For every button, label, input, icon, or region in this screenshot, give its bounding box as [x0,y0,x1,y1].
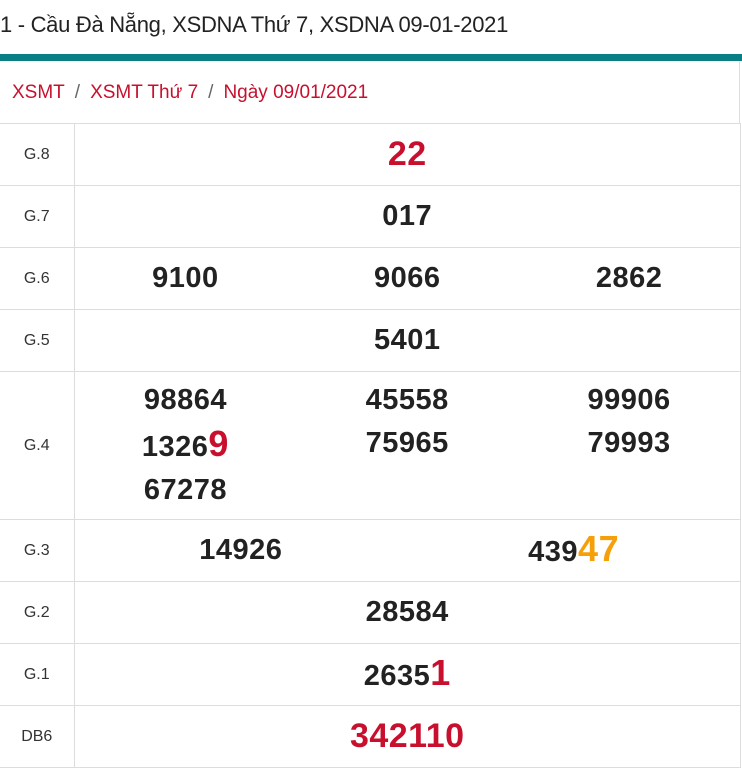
accent-bar [0,54,742,61]
number-highlight-digits: 47 [578,528,620,569]
prize-column: 98864 13269 67278 [75,379,297,512]
prize-label: G.4 [0,371,75,520]
number-digits: 14926 [199,534,283,566]
prize-numbers: 98864 13269 67278 45558 75965 99906 79993 [73,371,741,520]
number-digits: 1326 [141,431,209,463]
number-digits: 98864 [143,384,227,416]
number-digits: 99906 [587,384,671,416]
prize-column: 2862 [518,257,740,300]
prize-row: G.4 98864 13269 67278 45558 75965 99906 79993 [0,371,741,520]
prize-column: 9100 [75,257,297,300]
number-highlight-digits: 9 [208,423,229,464]
breadcrumb-date[interactable]: Ngày 09/01/2021 [223,81,369,103]
prize-column: 26351 [75,651,741,698]
number-highlight-digits: 22 [387,135,427,173]
prize-numbers: 14926 43947 [73,519,741,582]
prize-column: 5401 [75,319,741,362]
prize-row: G.7 017 [0,185,741,248]
number-digits: 67278 [143,474,227,506]
number-digits: 79993 [587,427,671,459]
prize-row: G.3 14926 43947 [0,519,741,582]
lottery-number: 13269 [142,422,229,469]
prize-row: G.5 5401 [0,309,741,372]
number-digits: 45558 [365,384,449,416]
prize-label: G.3 [0,519,75,582]
prize-column: 28584 [75,591,741,634]
lottery-number: 2862 [596,257,663,300]
number-digits: 017 [382,200,433,232]
prize-label: G.8 [0,123,75,186]
page-title: 1 - Cầu Đà Nẵng, XSDNA Thứ 7, XSDNA 09-0… [0,12,509,37]
prize-numbers: 28584 [73,581,741,644]
breadcrumb-xsmt[interactable]: XSMT [12,81,65,103]
lottery-number: 342110 [350,715,465,758]
prize-label: G.2 [0,581,75,644]
lottery-number: 26351 [364,651,451,698]
prize-row: G.1 26351 [0,643,741,706]
number-digits: 28584 [365,596,449,628]
prize-column: 9066 [296,257,518,300]
number-digits: 439 [528,536,579,568]
prize-column: 99906 79993 [518,379,740,465]
prize-row: G.2 28584 [0,581,741,644]
number-digits: 2635 [363,660,431,692]
prize-row: DB6 342110 [0,705,741,768]
prize-numbers: 017 [73,185,741,248]
prize-column: 22 [75,133,741,176]
prize-row: G.6 9100 9066 2862 [0,247,741,310]
prize-numbers: 22 [73,123,741,186]
prize-numbers: 26351 [73,643,741,706]
lottery-number: 75965 [366,422,449,465]
prize-label: G.1 [0,643,75,706]
prize-label: G.7 [0,185,75,248]
lottery-number: 5401 [374,319,441,362]
lottery-number: 45558 [366,379,449,422]
prize-numbers: 342110 [73,705,741,768]
prize-column: 43947 [407,527,740,574]
lottery-number: 017 [382,195,432,238]
prize-label: G.5 [0,309,75,372]
breadcrumb-separator: / [74,81,81,103]
lottery-number: 43947 [528,527,619,574]
lottery-number: 22 [388,133,427,176]
number-digits: 9066 [373,262,441,294]
lottery-number: 9100 [152,257,219,300]
prize-label: G.6 [0,247,75,310]
lottery-number: 28584 [366,591,449,634]
breadcrumb-xsmt-thu7[interactable]: XSMT Thứ 7 [90,81,199,103]
lottery-number: 67278 [144,469,227,512]
prize-label: DB6 [0,705,75,768]
lottery-number: 14926 [199,529,282,572]
lottery-number: 99906 [587,379,670,422]
number-digits: 5401 [373,324,441,356]
number-digits: 2862 [595,262,663,294]
lottery-number: 98864 [144,379,227,422]
prize-column: 017 [75,195,741,238]
prize-column: 14926 [75,529,408,572]
prize-numbers: 5401 [73,309,741,372]
lottery-number: 79993 [587,422,670,465]
breadcrumb: XSMT / XSMT Thứ 7 / Ngày 09/01/2021 [0,61,740,124]
prize-row: G.8 22 [0,123,741,186]
number-digits: 9100 [152,262,219,294]
number-highlight-digits: 1 [430,652,451,693]
prize-column: 342110 [75,715,741,758]
results-table: G.8 22 G.7 017 G.6 9100 9066 2862 G.5 5401 G.4 9886… [0,123,741,768]
lottery-number: 9066 [374,257,441,300]
prize-column: 45558 75965 [296,379,518,465]
breadcrumb-separator: / [208,81,214,103]
prize-numbers: 9100 9066 2862 [73,247,741,310]
number-highlight-digits: 342110 [349,717,465,755]
number-digits: 75965 [365,427,449,459]
